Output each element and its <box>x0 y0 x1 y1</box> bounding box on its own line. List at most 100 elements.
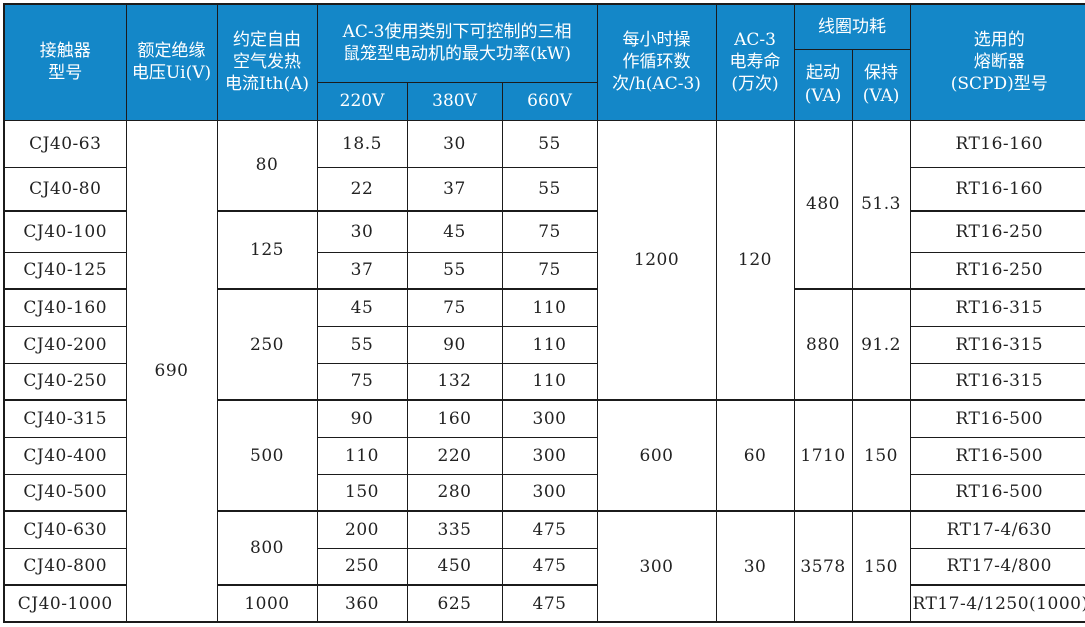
model-cell: CJ40-800 <box>3 547 127 586</box>
value-cell: 55 <box>316 325 408 364</box>
value-cell: 335 <box>406 510 503 549</box>
value-cell: 110 <box>501 325 598 364</box>
fuse-cell: RT16-315 <box>909 362 1085 401</box>
value-cell: 55 <box>501 119 598 168</box>
value-cell: 90 <box>406 325 503 364</box>
value-cell: 300 <box>501 399 598 438</box>
model-cell: CJ40-500 <box>3 473 127 512</box>
value-cell: 30 <box>715 510 795 623</box>
fuse-cell: RT16-500 <box>909 399 1085 438</box>
value-cell: 110 <box>501 362 598 401</box>
value-cell: 150 <box>851 510 911 623</box>
value-cell: 125 <box>216 210 318 290</box>
fuse-cell: RT16-250 <box>909 251 1085 290</box>
fuse-cell: RT16-500 <box>909 473 1085 512</box>
value-cell: 91.2 <box>851 288 911 401</box>
fuse-cell: RT16-160 <box>909 166 1085 212</box>
model-cell: CJ40-160 <box>3 288 127 327</box>
header-ac3-life: AC-3 电寿命 (万次) <box>715 3 795 121</box>
value-cell: 110 <box>501 288 598 327</box>
fuse-cell: RT17-4/630 <box>909 510 1085 549</box>
model-cell: CJ40-1000 <box>3 584 127 623</box>
fuse-cell: RT16-160 <box>909 119 1085 168</box>
value-cell: 450 <box>406 547 503 586</box>
header-thermal-current: 约定自由 空气发热 电流Ith(A) <box>216 3 318 121</box>
value-cell: 690 <box>125 119 218 623</box>
value-cell: 37 <box>406 166 503 212</box>
header-coil-power: 线圈功耗 <box>793 3 911 50</box>
value-cell: 250 <box>216 288 318 401</box>
value-cell: 60 <box>715 399 795 512</box>
value-cell: 880 <box>793 288 853 401</box>
table-row: CJ40-80 22 37 55 RT16-160 <box>3 166 1085 212</box>
value-cell: 220 <box>406 436 503 475</box>
value-cell: 30 <box>406 119 503 168</box>
table-row: CJ40-400 110 220 300 RT16-500 <box>3 436 1085 475</box>
contactor-spec-table: 接触器 型号 额定绝缘 电压Ui(V) 约定自由 空气发热 电流Ith(A) A… <box>3 3 1085 623</box>
header-row-2: 起动 (VA) 保持 (VA) <box>4 48 1085 121</box>
value-cell: 150 <box>851 399 911 512</box>
value-cell: 475 <box>501 584 598 623</box>
fuse-cell: RT16-315 <box>909 325 1085 364</box>
value-cell: 90 <box>316 399 408 438</box>
model-cell: CJ40-250 <box>3 362 127 401</box>
value-cell: 75 <box>501 210 598 253</box>
fuse-cell: RT17-4/1250(1000) <box>909 584 1085 623</box>
table-body: CJ40-63 690 80 18.5 30 55 1200 120 480 51.3 RT16-1… <box>3 119 1085 623</box>
table-row: CJ40-200 55 90 110 RT16-315 <box>3 325 1085 364</box>
value-cell: 1000 <box>216 584 318 623</box>
table-header: 接触器 型号 额定绝缘 电压Ui(V) 约定自由 空气发热 电流Ith(A) A… <box>3 3 1085 121</box>
value-cell: 475 <box>501 547 598 586</box>
value-cell: 600 <box>596 399 717 512</box>
value-cell: 120 <box>715 119 795 401</box>
value-cell: 75 <box>501 251 598 290</box>
value-cell: 360 <box>316 584 408 623</box>
value-cell: 250 <box>316 547 408 586</box>
table-row: CJ40-1000 1000 360 625 475 RT17-4/1250(1000) <box>3 584 1085 623</box>
table-row: CJ40-63 690 80 18.5 30 55 1200 120 480 51.3 RT16-1… <box>3 119 1085 623</box>
fuse-cell: RT17-4/800 <box>909 547 1085 586</box>
header-coil-start: 起动 (VA) <box>793 48 853 121</box>
value-cell: 160 <box>406 399 503 438</box>
model-cell: CJ40-80 <box>3 166 127 212</box>
header-380v: 380V <box>406 81 503 121</box>
value-cell: 75 <box>316 362 408 401</box>
model-cell: CJ40-200 <box>3 325 127 364</box>
value-cell: 37 <box>316 251 408 290</box>
value-cell: 300 <box>596 510 717 623</box>
value-cell: 1710 <box>793 399 853 512</box>
value-cell: 800 <box>216 510 318 586</box>
fuse-cell: RT16-500 <box>909 436 1085 475</box>
header-ac3-power: AC-3使用类别下可控制的三相 鼠笼型电动机的最大功率(kW) <box>316 3 598 83</box>
value-cell: 625 <box>406 584 503 623</box>
model-cell: CJ40-315 <box>3 399 127 438</box>
table-row: CJ40-160 250 45 75 110 880 91.2 RT16-315 <box>3 288 1085 401</box>
model-cell: CJ40-125 <box>3 251 127 290</box>
value-cell: 150 <box>316 473 408 512</box>
table-row: CJ40-630 800 200 335 475 300 30 3578 150 RT17-4/6… <box>3 510 1085 623</box>
model-cell: CJ40-63 <box>3 119 127 168</box>
header-fuse: 选用的 熔断器 (SCPD)型号 <box>909 3 1085 121</box>
table-row: CJ40-125 37 55 75 RT16-250 <box>3 251 1085 290</box>
value-cell: 75 <box>406 288 503 327</box>
table-row: CJ40-800 250 450 475 RT17-4/800 <box>3 547 1085 586</box>
value-cell: 475 <box>501 510 598 549</box>
value-cell: 500 <box>216 399 318 512</box>
value-cell: 55 <box>406 251 503 290</box>
value-cell: 1200 <box>596 119 717 401</box>
header-coil-hold: 保持 (VA) <box>851 48 911 121</box>
value-cell: 300 <box>501 436 598 475</box>
value-cell: 55 <box>501 166 598 212</box>
value-cell: 300 <box>501 473 598 512</box>
value-cell: 480 <box>793 119 853 290</box>
value-cell: 45 <box>316 288 408 327</box>
model-cell: CJ40-630 <box>3 510 127 549</box>
model-cell: CJ40-100 <box>3 210 127 253</box>
header-rated-voltage: 额定绝缘 电压Ui(V) <box>125 3 218 121</box>
value-cell: 280 <box>406 473 503 512</box>
model-cell: CJ40-400 <box>3 436 127 475</box>
value-cell: 22 <box>316 166 408 212</box>
value-cell: 132 <box>406 362 503 401</box>
header-row-3: 220V 380V 660V <box>4 81 1085 121</box>
